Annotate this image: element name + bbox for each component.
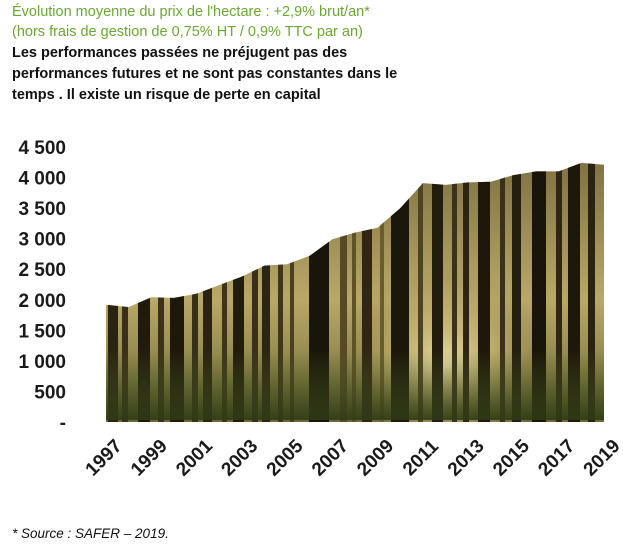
tree-trunk [252,162,258,423]
y-tick-label: 500 [34,382,66,403]
subtitle-growth: Évolution moyenne du prix de l'hectare :… [12,4,370,20]
tree-trunk [556,162,562,423]
source-footnote: * Source : SAFER – 2019. [12,526,169,541]
tree-trunk [432,162,443,423]
y-tick-label: 1 000 [18,352,66,373]
tree-trunk [452,162,457,423]
x-tick-label: 2009 [353,436,398,481]
x-tick-label: 1999 [127,436,172,481]
y-tick-label: 3 000 [18,230,66,251]
subtitle-fees: (hors frais de gestion de 0,75% HT / 0,9… [12,24,363,40]
tree-trunk [352,162,356,423]
y-tick-label: 4 000 [18,169,66,190]
x-tick-label: 2019 [580,436,623,481]
x-tick-label: 2013 [444,436,489,481]
y-tick-label: 3 500 [18,199,66,220]
y-tick-label: 4 500 [18,138,66,159]
x-axis: 1997 1999 2001 2003 2005 2007 2009 2011 2013 2015… [82,435,623,480]
tree-trunk [278,162,283,423]
x-tick-label: 2003 [218,436,263,481]
y-tick-label: 1 500 [18,321,66,342]
tree-trunk [463,162,469,423]
y-tick-label: - [60,413,66,434]
tree-trunk [262,162,270,423]
tree-trunk [380,162,384,423]
y-tick-label: 2 500 [18,260,66,281]
x-tick-label: 2007 [308,436,353,481]
x-tick-label: 2015 [489,435,534,480]
tree-trunk [290,162,294,423]
tree-trunk [512,162,521,423]
forest-floor [106,350,604,420]
tree-trunk [418,162,423,423]
x-tick-label: 2011 [399,436,443,480]
chart-header: Évolution moyenne du prix de l'hectare :… [12,2,612,106]
tree-trunk [233,162,244,423]
tree-trunk [203,162,212,423]
x-tick-label: 2005 [263,435,308,480]
tree-trunk [500,162,505,423]
price-chart: - 500 1 000 1 500 2 000 2 500 3 000 3 500 4 000 4… [18,138,623,480]
x-tick-label: 1997 [82,436,127,481]
tree-trunk [340,162,347,423]
y-axis: - 500 1 000 1 500 2 000 2 500 3 000 3 500 4 000 4… [18,138,66,434]
tree-trunk [362,162,372,423]
tree-trunk [588,162,595,423]
tree-trunk [222,162,227,423]
y-tick-label: 2 000 [18,291,66,312]
x-tick-label: 2001 [172,435,217,480]
risk-disclaimer: Les performances passées ne préjugent pa… [12,45,398,103]
x-tick-label: 2017 [534,436,579,481]
